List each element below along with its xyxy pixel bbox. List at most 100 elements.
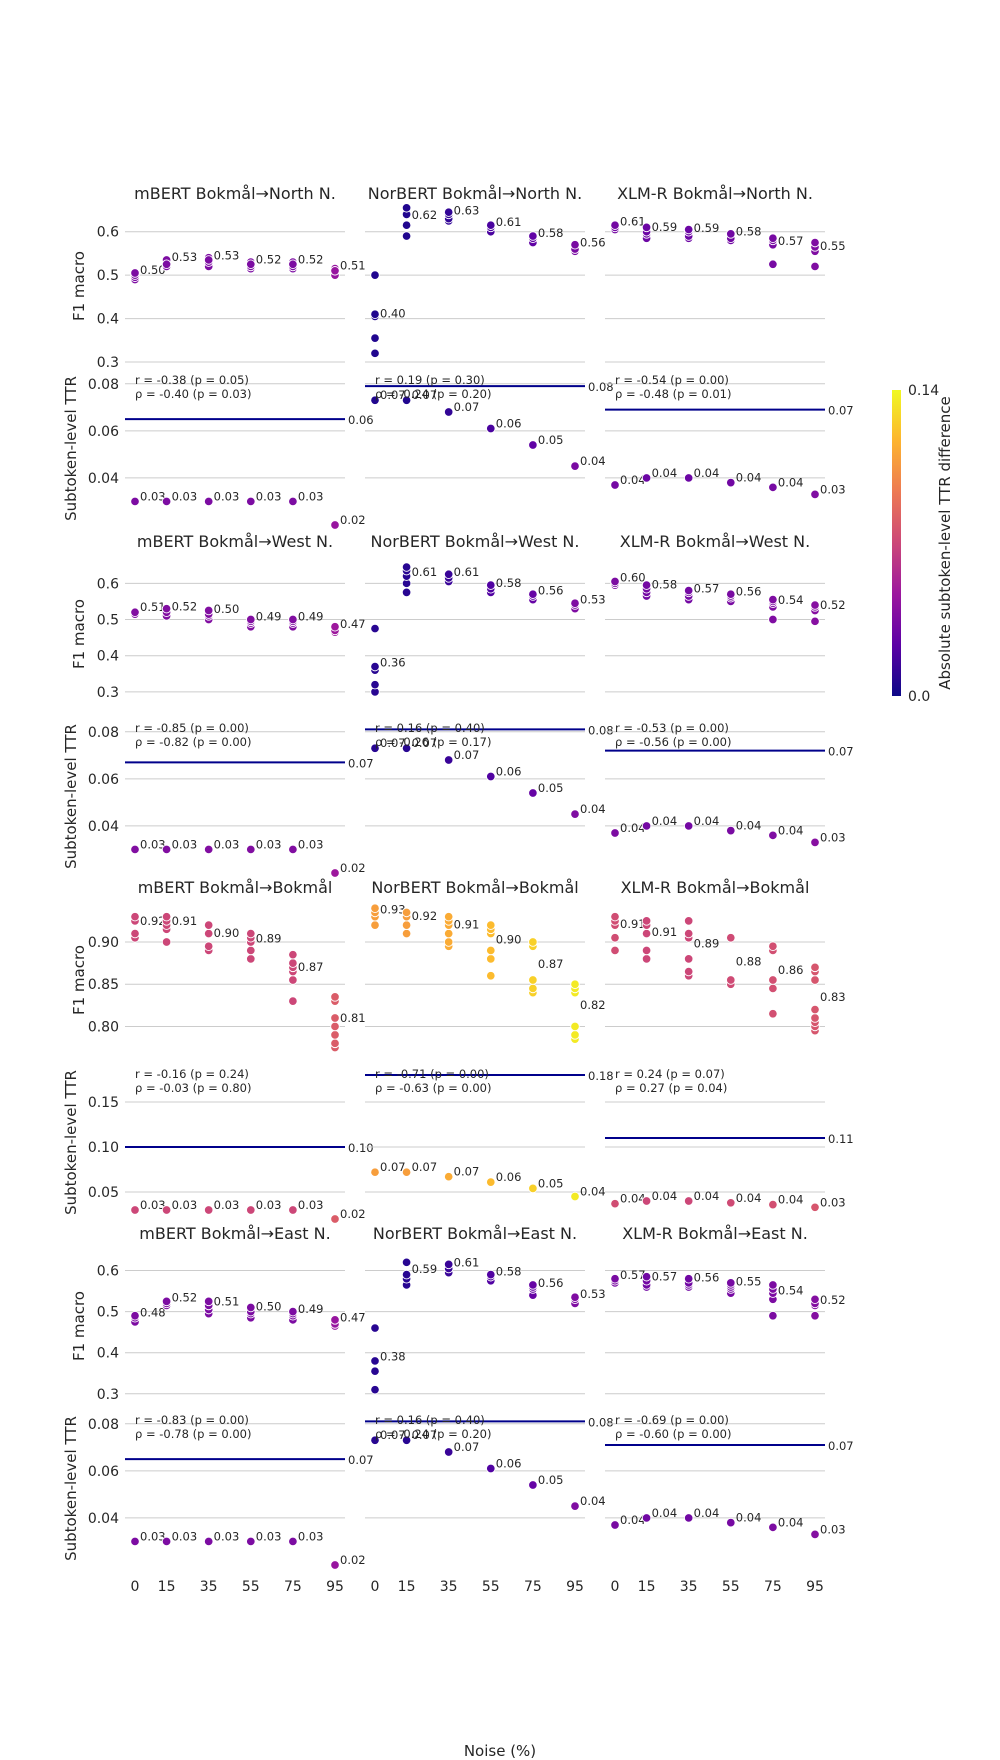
f1-point <box>401 231 412 241</box>
f1-point <box>486 920 496 930</box>
ttr-value-label: 0.03 <box>214 1198 240 1212</box>
f1-value-label: 0.90 <box>496 933 522 947</box>
f1-point <box>768 983 778 994</box>
f1-point <box>810 1013 820 1023</box>
f1-value-label: 0.56 <box>538 584 564 598</box>
panel-title: NorBERT Bokmål→East N. <box>373 1224 577 1243</box>
f1-point <box>641 945 652 956</box>
ttr-value-label: 0.05 <box>538 1473 564 1487</box>
ttr-point <box>683 1513 694 1523</box>
ttr-value-label: 0.06 <box>496 1456 522 1470</box>
reference-ttr-label: 0.08 <box>588 380 614 394</box>
f1-value-label: 0.91 <box>172 914 198 928</box>
ttr-point <box>370 1167 380 1177</box>
f1-point <box>203 941 214 951</box>
ttr-value-label: 0.04 <box>620 821 646 835</box>
f1-point <box>570 1021 580 1032</box>
pearson-annotation: r = 0.24 (p = 0.07) <box>615 1067 725 1081</box>
f1-point <box>370 348 380 359</box>
panels: F1 macro Subtoken-level TTR 0.3 0.4 0.5 0.6 0.… <box>62 184 854 1595</box>
x-tick-label: 35 <box>680 1579 698 1595</box>
colorbar-max-label: 0.14 <box>908 383 939 399</box>
ttr-point <box>161 844 172 855</box>
f1-value-label: 0.55 <box>736 1274 762 1288</box>
x-tick-label: 15 <box>158 1579 176 1595</box>
f1-point <box>768 233 778 243</box>
ttr-value-label: 0.05 <box>538 1176 564 1190</box>
f1-point <box>810 975 820 985</box>
ttr-value-label: 0.07 <box>412 1160 438 1174</box>
x-tick-label: 15 <box>398 1579 416 1595</box>
ttr-point <box>641 1196 652 1206</box>
f1-value-label: 0.88 <box>736 954 762 968</box>
ttr-point <box>246 1205 256 1215</box>
f1-value-label: 0.40 <box>380 306 406 320</box>
f1-point <box>161 603 172 614</box>
x-tick-label: 15 <box>638 1579 656 1595</box>
f1-value-label: 0.49 <box>298 1302 324 1316</box>
ttr-tick-label: 0.05 <box>88 1185 119 1201</box>
f1-tick-label: 0.3 <box>97 355 119 371</box>
ttr-point <box>288 844 298 855</box>
ttr-point <box>370 743 380 753</box>
ttr-point <box>528 788 538 798</box>
f1-value-label: 0.86 <box>778 963 804 977</box>
spearman-annotation: ρ = 0.27 (p = 0.04) <box>615 1081 727 1095</box>
f1-point <box>726 933 736 943</box>
f1-point <box>683 1274 694 1284</box>
f1-value-label: 0.93 <box>380 903 406 917</box>
f1-value-label: 0.52 <box>298 252 324 266</box>
f1-point <box>370 1356 380 1366</box>
ttr-tick-label: 0.06 <box>88 772 119 788</box>
f1-point <box>370 623 380 634</box>
x-tick-label: 0 <box>371 1579 380 1595</box>
ttr-point <box>486 1463 496 1474</box>
pearson-annotation: r = -0.71 (p = 0.00) <box>375 1067 489 1081</box>
ttr-point <box>641 821 652 831</box>
x-tick-label: 55 <box>482 1579 500 1595</box>
ttr-point <box>486 423 496 434</box>
ttr-point <box>443 407 454 417</box>
f1-point <box>330 992 340 1002</box>
ttr-value-label: 0.07 <box>454 1165 480 1179</box>
spearman-annotation: ρ = -0.24 (p = 0.20) <box>375 387 491 401</box>
ttr-value-label: 0.03 <box>298 837 324 851</box>
f1-tick-label: 0.5 <box>97 268 119 284</box>
panel-title: NorBERT Bokmål→Bokmål <box>371 878 578 897</box>
ttr-point <box>130 496 140 507</box>
ttr-point <box>641 1513 652 1523</box>
panel-title: mBERT Bokmål→East N. <box>139 1224 330 1243</box>
f1-point <box>810 962 820 973</box>
ttr-value-label: 0.03 <box>172 489 198 503</box>
f1-point <box>443 937 454 947</box>
f1-point <box>246 1302 256 1313</box>
pearson-annotation: r = -0.16 (p = 0.24) <box>135 1067 249 1081</box>
f1-value-label: 0.63 <box>454 204 480 218</box>
ttr-value-label: 0.05 <box>538 433 564 447</box>
ttr-point <box>768 1199 778 1210</box>
ttr-point <box>570 1501 580 1511</box>
f1-tick-label: 0.5 <box>97 1305 119 1321</box>
f1-point <box>370 903 380 913</box>
ttr-axis-label: Subtoken-level TTR <box>62 1070 80 1215</box>
f1-point <box>203 1296 214 1307</box>
f1-value-label: 0.89 <box>694 937 720 951</box>
spearman-annotation: ρ = -0.56 (p = 0.00) <box>615 735 731 749</box>
spearman-annotation: ρ = -0.60 (p = 0.00) <box>615 1427 731 1441</box>
f1-point <box>726 589 736 599</box>
ttr-point <box>570 461 580 471</box>
ttr-point <box>161 496 172 507</box>
f1-point <box>130 911 140 922</box>
f1-point <box>810 1310 820 1321</box>
x-axis-label: Noise (%) <box>464 1742 536 1760</box>
f1-point <box>570 239 580 250</box>
f1-point <box>641 222 652 233</box>
f1-point <box>401 203 412 213</box>
ttr-value-label: 0.03 <box>298 489 324 503</box>
f1-point <box>810 261 820 272</box>
f1-tick-label: 0.90 <box>88 935 119 951</box>
ttr-point <box>330 868 340 878</box>
f1-point <box>203 920 214 930</box>
ttr-tick-label: 0.10 <box>88 1140 119 1156</box>
ttr-value-label: 0.07 <box>380 736 406 750</box>
